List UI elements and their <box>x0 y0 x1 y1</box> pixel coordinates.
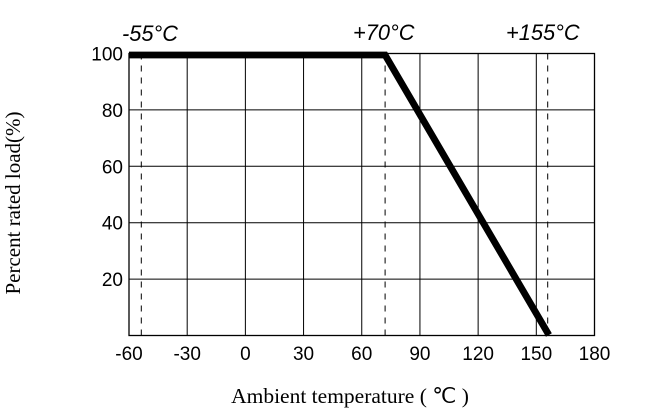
svg-text:100: 100 <box>91 45 123 66</box>
svg-text:180: 180 <box>579 344 611 365</box>
svg-text:90: 90 <box>409 344 430 365</box>
svg-text:60: 60 <box>351 344 372 365</box>
svg-text:80: 80 <box>102 101 123 122</box>
svg-text:40: 40 <box>102 214 123 235</box>
svg-text:Percent rated load(%): Percent rated load(%) <box>1 111 25 294</box>
svg-text:-30: -30 <box>173 344 200 365</box>
svg-text:+70°C: +70°C <box>353 20 415 45</box>
svg-text:0: 0 <box>240 344 251 365</box>
svg-text:-55°C: -55°C <box>122 21 178 46</box>
svg-text:30: 30 <box>293 344 314 365</box>
svg-text:20: 20 <box>102 270 123 291</box>
svg-text:Ambient temperature ( ℃ ): Ambient temperature ( ℃ ) <box>231 384 469 408</box>
svg-text:+155°C: +155°C <box>506 20 580 45</box>
svg-text:120: 120 <box>462 344 494 365</box>
svg-text:60: 60 <box>102 157 123 178</box>
svg-text:150: 150 <box>520 344 552 365</box>
svg-text:-60: -60 <box>115 344 142 365</box>
